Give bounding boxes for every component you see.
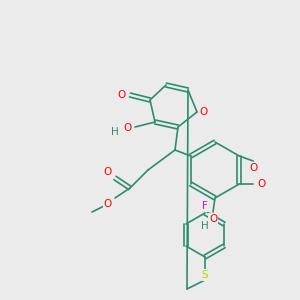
Text: O: O bbox=[104, 199, 112, 209]
Text: S: S bbox=[202, 270, 208, 280]
Text: O: O bbox=[257, 179, 266, 189]
Text: O: O bbox=[200, 107, 208, 117]
Text: O: O bbox=[123, 123, 131, 133]
Text: F: F bbox=[202, 201, 208, 211]
Text: H: H bbox=[201, 221, 209, 231]
Text: O: O bbox=[118, 90, 126, 100]
Text: O: O bbox=[249, 163, 257, 173]
Text: O: O bbox=[104, 167, 112, 177]
Text: O: O bbox=[209, 214, 217, 224]
Text: H: H bbox=[111, 127, 119, 137]
